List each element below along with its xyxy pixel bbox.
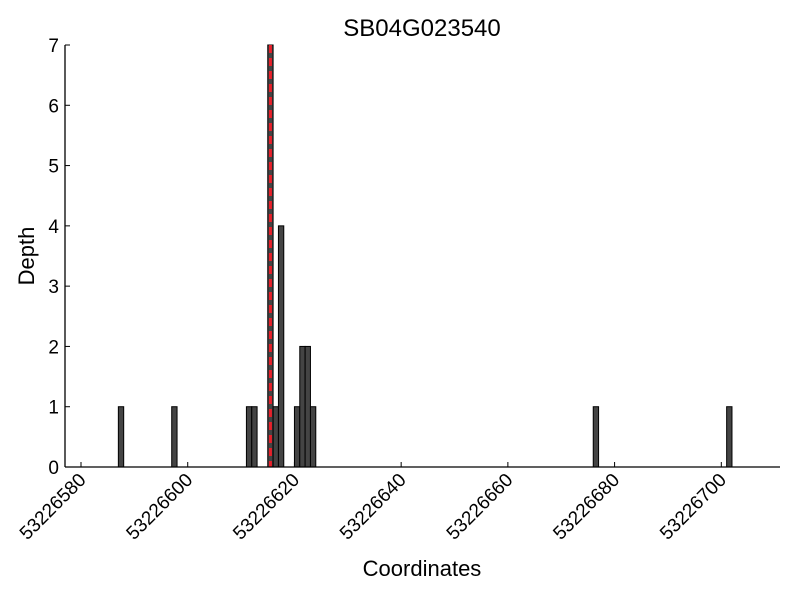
bar <box>272 406 279 468</box>
x-tick-label: 53226620 <box>229 470 304 545</box>
y-tick-label: 6 <box>48 96 59 117</box>
bar <box>245 406 253 468</box>
x-tick-label: 53226660 <box>443 470 518 545</box>
bar <box>304 345 311 468</box>
y-tick-label: 0 <box>48 458 59 479</box>
y-tick-label: 5 <box>48 157 59 178</box>
bar <box>171 406 178 468</box>
x-axis-label: Coordinates <box>363 556 482 581</box>
x-tick-label: 53226680 <box>549 470 624 545</box>
bar <box>726 406 733 468</box>
y-tick-label: 2 <box>48 337 59 358</box>
bar <box>592 406 600 468</box>
chart-title: SB04G023540 <box>343 15 500 42</box>
bar <box>117 406 125 468</box>
x-tick-label: 53226640 <box>336 470 411 545</box>
y-tick-label: 7 <box>48 36 59 57</box>
x-tick-label: 53226700 <box>656 470 731 545</box>
y-tick-label: 1 <box>48 398 59 419</box>
bar <box>277 225 285 468</box>
bar <box>309 406 317 468</box>
y-tick-label: 3 <box>48 277 59 298</box>
y-axis-label: Depth <box>14 227 39 286</box>
y-tick-label: 4 <box>48 217 59 238</box>
bar <box>299 345 306 468</box>
x-tick-label: 53226600 <box>123 470 198 545</box>
bar <box>251 406 258 468</box>
bar <box>293 406 301 468</box>
x-tick-label: 53226580 <box>16 470 91 545</box>
